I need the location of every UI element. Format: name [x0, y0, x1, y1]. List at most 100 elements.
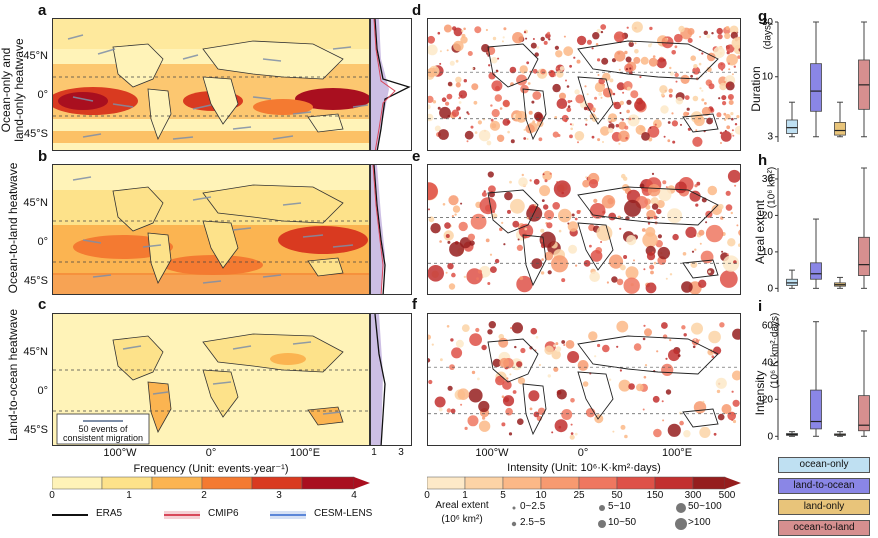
intensity-bubble [616, 345, 619, 348]
intensity-bubble [512, 220, 520, 228]
intensity-bubble [463, 79, 467, 83]
intensity-bubble [600, 241, 603, 243]
intensity-bubble [551, 431, 554, 434]
intensity-map-e [427, 164, 741, 295]
intensity-bubble [532, 38, 535, 40]
intensity-bubble [738, 229, 740, 236]
intensity-bubble [521, 173, 524, 177]
intensity-bubble [489, 253, 493, 256]
intensity-bubble [720, 131, 732, 142]
intensity-bubble [554, 116, 558, 119]
intensity-bubble [491, 109, 500, 118]
intensity-bubble [576, 210, 581, 214]
box-legend-ocean-to-land: ocean-to-land [778, 520, 870, 536]
intensity-bubble [668, 349, 680, 362]
intensity-bubble [619, 369, 622, 372]
intensity-bubble [612, 430, 615, 433]
intensity-bubble [650, 43, 653, 46]
intensity-bubble [725, 204, 733, 211]
intensity-bubble [703, 30, 708, 35]
intensity-bubble [645, 226, 656, 237]
intensity-bubble [667, 139, 671, 143]
intensity-bubble [640, 56, 649, 65]
intensity-bubble [652, 251, 654, 254]
intensity-bubble [586, 93, 589, 96]
intensity-bubble [495, 375, 505, 386]
intensity-bubble [498, 337, 509, 348]
intensity-colorbar [427, 476, 741, 490]
intensity-bubble [652, 395, 660, 403]
intensity-bubble [614, 50, 626, 62]
intensity-bubble [675, 80, 678, 83]
intensity-bubble [552, 202, 560, 210]
intensity-bubble [455, 59, 459, 63]
intensity-bubble [544, 209, 555, 220]
intensity-bubble [523, 128, 526, 131]
frequency-map-b-svg [53, 165, 369, 294]
intensity-bubble [727, 238, 736, 247]
intensity-bubble [731, 37, 740, 49]
intensity-bubble [468, 388, 483, 403]
intensity-bubble [727, 62, 731, 65]
intensity-bubble [437, 106, 441, 110]
intensity-bubble [428, 35, 435, 44]
intensity-bubble [576, 59, 581, 64]
intensity-bubble [648, 57, 658, 67]
intensity-bubble [490, 266, 497, 273]
intensity-bubble [601, 195, 616, 209]
lat-label-c-45n: 45°N [23, 346, 48, 358]
intensity-bubble [428, 208, 430, 211]
intensity-bubble [503, 243, 506, 246]
intensity-bubble [428, 358, 431, 363]
areal-legend-circles [511, 503, 687, 530]
intensity-bubble [450, 338, 454, 342]
intensity-bubble [430, 223, 441, 234]
coastline [522, 88, 547, 141]
intensity-bubble [613, 31, 625, 43]
intensity-bubble [653, 215, 658, 220]
intensity-bubble [547, 31, 551, 35]
intensity-bubble [448, 195, 459, 206]
intensity-bubble [567, 351, 580, 363]
profile-c-svg [371, 314, 386, 445]
intensity-bubble [616, 82, 625, 91]
intensity-bubble [736, 224, 739, 227]
intensity-bubble [447, 263, 454, 270]
intensity-bubble [595, 43, 599, 46]
box-land-only [834, 276, 846, 289]
intensity-bubble [519, 65, 528, 74]
intensity-bubble [719, 82, 727, 91]
intensity-bubble [519, 276, 524, 281]
intensity-bubble [734, 125, 740, 135]
intensity-bubble [583, 106, 588, 111]
intensity-bubble [550, 70, 553, 73]
intensity-bubble [546, 222, 553, 229]
intensity-bubble [570, 432, 574, 435]
intensity-bubble [616, 278, 624, 286]
intensity-bubble [662, 180, 667, 185]
intensity-bubble [432, 100, 437, 104]
intensity-bubble [644, 328, 652, 337]
intensity-bubble [516, 275, 533, 293]
intensity-bubble [681, 281, 693, 293]
intensity-map-d-svg [428, 21, 740, 147]
intensity-bubble [626, 235, 637, 246]
coastline [682, 113, 719, 133]
intensity-bubble [476, 277, 479, 281]
intensity-bubble [454, 213, 457, 216]
intensity-bubble [611, 276, 618, 283]
coastline [577, 186, 719, 226]
intensity-bubble [661, 37, 668, 44]
intensity-bubble [551, 350, 561, 360]
intensity-bubble [559, 66, 565, 71]
intensity-bubble [693, 401, 707, 414]
intensity-bubble [723, 118, 727, 122]
intensity-bubble [555, 50, 563, 58]
intensity-bubble [690, 55, 696, 61]
intensity-bubble [463, 27, 466, 31]
intensity-bubble [553, 180, 571, 198]
intensity-bubble [570, 423, 573, 426]
panel-label-d: d [412, 2, 422, 19]
intensity-bubble [689, 190, 701, 202]
intensity-bubble [556, 70, 564, 78]
